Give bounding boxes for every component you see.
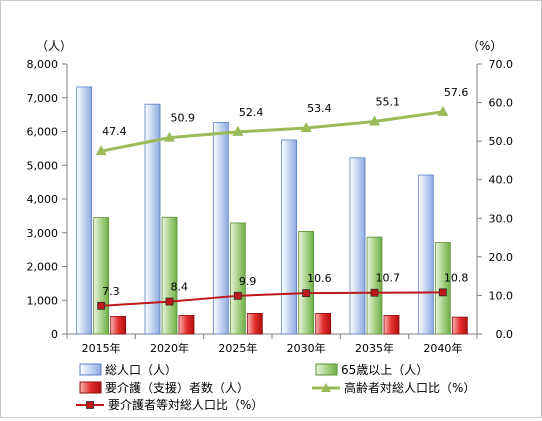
- data-label-care-ratio: 10.8: [444, 271, 469, 284]
- legend-label-care-need: 要介護（支援）者数（人）: [105, 380, 249, 395]
- left-tick-label: 8,000: [27, 58, 59, 71]
- legend-item-care-need: 要介護（支援）者数（人）: [79, 380, 249, 395]
- legend-item-care-ratio: 要介護者等対総人口比（%）: [76, 397, 263, 412]
- category-label: 2030年: [287, 341, 326, 355]
- bar-total-population: [144, 103, 161, 335]
- right-tick-label: 50.0: [489, 135, 514, 148]
- legend-label-65-over: 65歳以上（人）: [341, 363, 428, 377]
- right-tick-label: 70.0: [489, 58, 514, 71]
- bar-65-over: [298, 230, 315, 335]
- left-tick-label: 5,000: [27, 159, 59, 172]
- right-tick-label: 20.0: [489, 251, 514, 264]
- data-label-elderly-ratio: 53.4: [307, 102, 332, 115]
- right-tick-label: 40.0: [489, 174, 514, 187]
- data-label-care-ratio: 9.9: [239, 275, 256, 288]
- data-label-elderly-ratio: 55.1: [376, 95, 401, 108]
- legend-swatch-total-population: [79, 363, 102, 376]
- category-label: 2040年: [423, 341, 462, 355]
- bar-65-over: [93, 217, 110, 335]
- legend-item-65-over: 65歳以上（人）: [315, 363, 428, 377]
- bar-care-need: [315, 313, 332, 335]
- right-axis-ticks: 0.0 10.0 20.0 30.0 40.0 50.0 60.0 70.0: [477, 58, 513, 341]
- data-labels: 47.4 50.9 52.4 53.4 55.1 57.6 7.3 8.4 9.9 10.6 10.…: [102, 86, 468, 298]
- bar-total-population: [76, 86, 93, 335]
- bar-care-need: [246, 313, 263, 335]
- left-tick-label: 4,000: [27, 193, 59, 206]
- marker-elderly-ratio: [437, 105, 449, 116]
- right-tick-label: 60.0: [489, 97, 514, 110]
- category-label: 2035年: [355, 341, 394, 355]
- category-label: 2020年: [150, 341, 189, 355]
- right-tick-label: 10.0: [489, 289, 514, 302]
- data-label-elderly-ratio: 50.9: [171, 112, 196, 125]
- data-label-elderly-ratio: 47.4: [102, 125, 127, 138]
- left-tick-label: 2,000: [27, 261, 59, 274]
- legend: 総人口（人） 65歳以上（人） 要介護（支援）者数（人） 高齢者対総人口比（%）…: [76, 363, 475, 412]
- legend-swatch-care-need: [79, 381, 102, 394]
- legend-swatch-65-over: [315, 363, 338, 376]
- data-label-elderly-ratio: 52.4: [239, 106, 263, 119]
- bar-care-need: [178, 315, 195, 335]
- bars: [76, 86, 468, 335]
- left-tick-label: 1,000: [27, 294, 59, 307]
- lines: [95, 105, 449, 310]
- bar-care-need: [383, 315, 400, 335]
- left-tick-label: 6,000: [27, 126, 59, 139]
- marker-elderly-ratio: [369, 115, 380, 126]
- legend-label-care-ratio: 要介護者等対総人口比（%）: [108, 397, 263, 412]
- data-label-elderly-ratio: 57.6: [444, 86, 469, 99]
- data-label-care-ratio: 10.7: [376, 272, 401, 285]
- marker-care-ratio: [438, 288, 447, 297]
- marker-elderly-ratio: [164, 131, 175, 142]
- legend-marker-care-ratio: [86, 401, 94, 409]
- line-care-ratio: [101, 291, 443, 307]
- bar-care-need: [451, 316, 468, 335]
- data-label-care-ratio: 8.4: [171, 281, 189, 294]
- marker-care-ratio: [165, 297, 174, 306]
- marker-elderly-ratio: [95, 145, 107, 156]
- data-label-care-ratio: 10.6: [307, 272, 332, 285]
- marker-care-ratio: [370, 288, 379, 297]
- marker-elderly-ratio: [232, 125, 244, 136]
- bar-65-over: [366, 236, 383, 335]
- line-elderly-ratio: [100, 110, 444, 153]
- right-axis-unit: （%）: [467, 39, 502, 53]
- marker-care-ratio: [97, 301, 106, 310]
- right-tick-label: 30.0: [489, 212, 514, 225]
- bar-65-over: [161, 216, 178, 335]
- right-tick-label: 0.0: [496, 328, 514, 341]
- bar-65-over: [229, 222, 246, 335]
- bar-total-population: [417, 174, 434, 335]
- bar-care-need: [110, 316, 127, 335]
- legend-label-elderly-ratio: 高齢者対総人口比（%）: [344, 380, 475, 395]
- category-labels: 2015年 2020年 2025年 2030年 2035年 2040年: [66, 334, 478, 355]
- legend-label-total-population: 総人口（人）: [105, 363, 177, 377]
- legend-item-elderly-ratio: 高齢者対総人口比（%）: [312, 380, 475, 395]
- left-tick-label: 0: [51, 328, 58, 341]
- category-label: 2015年: [82, 341, 121, 355]
- bar-65-over: [434, 242, 451, 335]
- marker-elderly-ratio: [300, 122, 312, 133]
- left-axis-ticks: 0 1,000 2,000 3,000 4,000 5,000 6,000 7,000 8,00…: [27, 58, 67, 341]
- left-tick-label: 3,000: [27, 227, 59, 240]
- data-label-care-ratio: 7.3: [102, 285, 120, 298]
- legend-marker-elderly-ratio: [321, 383, 331, 392]
- left-axis-unit: （人）: [36, 39, 72, 53]
- category-label: 2025年: [218, 341, 257, 355]
- bar-total-population: [212, 121, 229, 335]
- bar-total-population: [281, 139, 298, 335]
- left-tick-label: 7,000: [27, 92, 59, 105]
- bar-total-population: [349, 157, 366, 335]
- marker-care-ratio: [233, 291, 242, 300]
- legend-item-total-population: 総人口（人）: [79, 363, 177, 377]
- marker-care-ratio: [302, 289, 311, 298]
